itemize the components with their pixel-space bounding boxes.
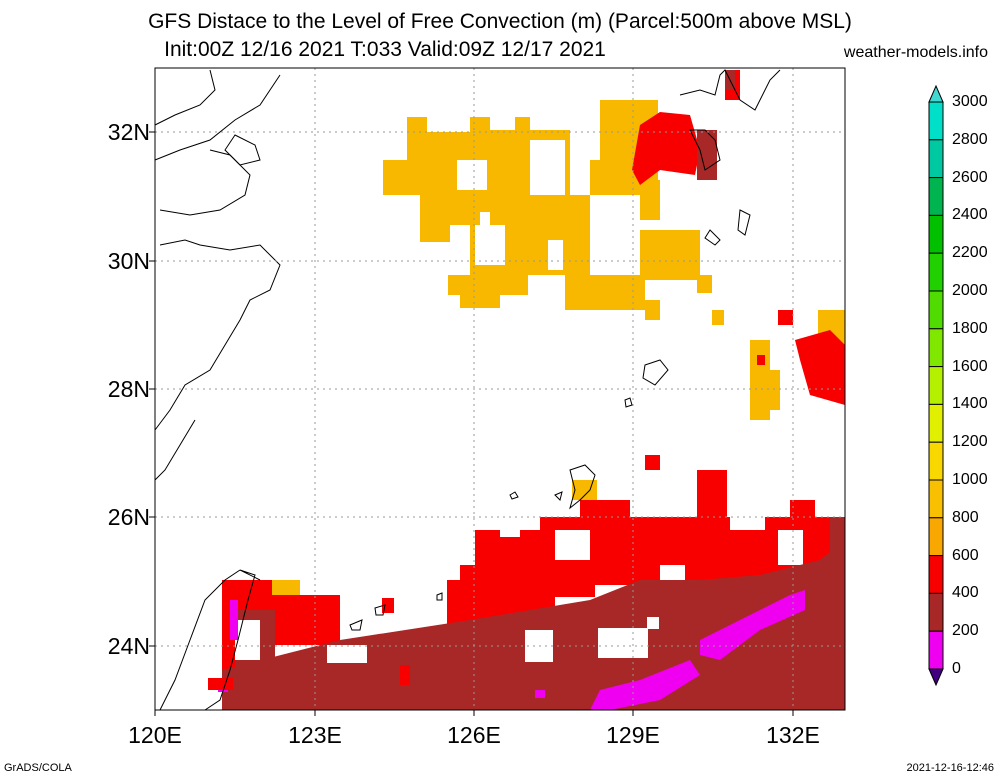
colorbar-segment <box>928 328 944 368</box>
colorbar-label: 600 <box>952 546 979 564</box>
footer-left: GrADS/COLA <box>4 762 72 774</box>
colorbar-label: 2400 <box>952 206 988 224</box>
colorbar-segment <box>928 630 944 670</box>
colorbar-bottom-arrow <box>928 668 944 687</box>
x-tick-label: 126E <box>447 722 501 748</box>
y-tick-label: 30N <box>107 248 150 274</box>
colorbar-label: 1000 <box>952 471 988 488</box>
colorbar-segment <box>928 592 944 632</box>
colorbar-label: 1200 <box>952 433 988 451</box>
colorbar-label: 400 <box>952 584 979 602</box>
colorbar-segment <box>928 479 944 519</box>
colorbar-segment <box>928 290 944 330</box>
colorbar-segment <box>928 555 944 594</box>
y-tick-label: 28N <box>107 376 150 402</box>
colorbar-label: 1800 <box>952 319 988 337</box>
colorbar-segment <box>928 101 944 141</box>
colorbar-label: 2600 <box>952 168 988 186</box>
axis-ticks <box>149 131 794 716</box>
colorbar-segment <box>928 517 944 557</box>
x-tick-label: 120E <box>128 722 182 748</box>
colorbar-label: 200 <box>952 622 979 640</box>
site-label: weather-models.info <box>843 44 988 61</box>
y-tick-label: 26N <box>107 504 150 530</box>
colorbar <box>928 84 944 687</box>
colorbar-label: 1600 <box>952 357 988 375</box>
colorbar-label: 3000 <box>952 93 988 110</box>
chart-title-line2: Init:00Z 12/16 2021 T:033 Valid:09Z 12/1… <box>164 38 606 61</box>
y-tick-label: 24N <box>107 633 150 659</box>
colorbar-segment <box>928 366 944 405</box>
colorbar-label: 0 <box>952 660 961 677</box>
colorbar-label: 2000 <box>952 282 988 299</box>
colorbar-segment <box>928 214 944 254</box>
colorbar-label: 800 <box>952 508 979 526</box>
x-tick-label: 123E <box>288 722 342 748</box>
colorbar-label: 2200 <box>952 244 988 262</box>
gridlines <box>155 68 845 710</box>
colorbar-segment <box>928 403 944 443</box>
x-tick-label: 129E <box>606 722 660 748</box>
chart-title-line1: GFS Distace to the Level of Free Convect… <box>148 10 852 33</box>
coastlines <box>154 69 781 711</box>
colorbar-segment <box>928 441 944 481</box>
y-tick-label: 32N <box>107 119 150 145</box>
colorbar-segment <box>928 139 944 179</box>
colorbar-label: 1400 <box>952 395 988 413</box>
x-tick-label: 132E <box>766 722 820 748</box>
colorbar-segment <box>928 177 944 216</box>
colorbar-label: 2800 <box>952 130 988 148</box>
footer-right: 2021-12-16-12:46 <box>906 762 994 774</box>
field-red-north <box>632 70 845 470</box>
colorbar-top-arrow <box>928 84 944 103</box>
colorbar-segment <box>928 252 944 292</box>
